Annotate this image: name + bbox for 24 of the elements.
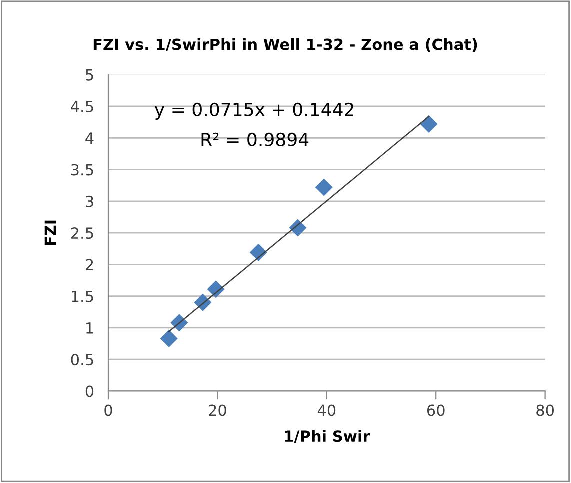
y-tick-label: 3.5 (71, 164, 94, 176)
x-tick-label: 20 (209, 404, 226, 416)
x-tick-label: 60 (427, 404, 445, 416)
y-tick-label: 0.5 (71, 354, 94, 366)
y-tick-label: 2 (86, 259, 94, 270)
annotation: R² = 0.9894 (202, 132, 309, 147)
annotation: y = 0.0715x + 0.1442 (154, 102, 354, 120)
y-axis-title: FZI (44, 220, 56, 246)
y-tick-label: 0 (86, 386, 94, 398)
y-tick-label: 2.5 (71, 228, 94, 240)
x-tick-label: 0 (104, 404, 112, 416)
y-tick-label: 1 (86, 322, 94, 334)
y-tick-label: 5 (86, 70, 94, 81)
y-tick-label: 3 (86, 196, 94, 208)
y-tick-label: 4.5 (71, 101, 94, 113)
point (160, 330, 178, 348)
x-tick-label: 40 (318, 404, 336, 416)
x-axis-title: 1/Phi Swir (285, 430, 370, 444)
y-tick-label: 4 (86, 132, 94, 144)
point (315, 178, 333, 196)
x-tick-label: 80 (536, 404, 554, 416)
chart-title: FZI vs. 1/SwirPhi in Well 1-32 - Zone a (Chat) (94, 38, 478, 52)
point (420, 115, 438, 133)
y-tick-label: 1.5 (72, 290, 94, 302)
